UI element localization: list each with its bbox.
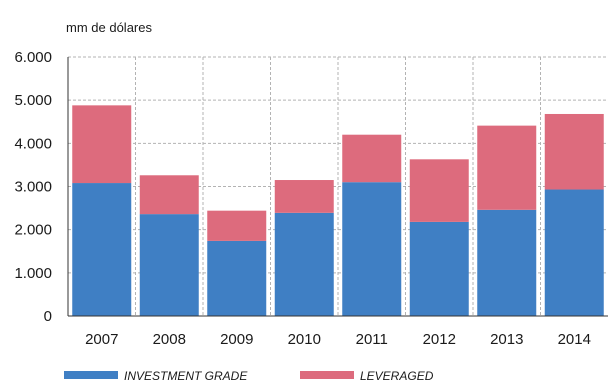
y-tick-label: 6.000 xyxy=(14,49,52,66)
bar-leveraged xyxy=(274,180,334,213)
bars xyxy=(72,105,604,316)
x-tick-label: 2011 xyxy=(356,331,388,348)
y-tick-label: 0 xyxy=(44,308,52,325)
bar-investment-grade xyxy=(72,183,132,316)
bar-investment-grade xyxy=(477,209,537,316)
bar-investment-grade xyxy=(139,214,199,316)
y-tick-label: 4.000 xyxy=(14,135,52,152)
y-tick-label: 2.000 xyxy=(14,222,52,239)
bar-leveraged xyxy=(72,105,132,184)
bar-investment-grade xyxy=(274,212,334,316)
legend-label: INVESTMENT GRADE xyxy=(124,369,248,383)
bar-leveraged xyxy=(544,113,604,190)
bar-leveraged xyxy=(477,125,537,210)
legend-label: LEVERAGED xyxy=(360,369,434,383)
bar-leveraged xyxy=(342,134,402,183)
y-tick-label: 3.000 xyxy=(14,179,52,196)
x-tick-label: 2009 xyxy=(220,331,253,348)
bar-investment-grade xyxy=(342,182,402,316)
x-tick-label: 2008 xyxy=(153,331,186,348)
x-tick-label: 2012 xyxy=(423,331,456,348)
legend-swatch xyxy=(64,371,118,379)
bar-leveraged xyxy=(207,210,267,241)
axes: 0 1.000 2.000 3.000 4.000 5.000 6.000 2007 2008 2… xyxy=(14,49,608,348)
x-tick-label: 2010 xyxy=(288,331,321,348)
bar-leveraged xyxy=(409,159,469,222)
bar-investment-grade xyxy=(409,221,469,316)
bar-investment-grade xyxy=(207,240,267,316)
legend: INVESTMENT GRADE LEVERAGED xyxy=(64,369,434,383)
x-tick-label: 2007 xyxy=(85,331,118,348)
x-tick-label: 2013 xyxy=(490,331,523,348)
legend-swatch xyxy=(300,371,354,379)
y-unit-label: mm de dólares xyxy=(66,20,152,35)
y-tick-label: 1.000 xyxy=(14,265,52,282)
bar-investment-grade xyxy=(544,189,604,316)
x-tick-label: 2014 xyxy=(558,331,591,348)
bar-leveraged xyxy=(139,175,199,215)
y-tick-label: 5.000 xyxy=(14,92,52,109)
